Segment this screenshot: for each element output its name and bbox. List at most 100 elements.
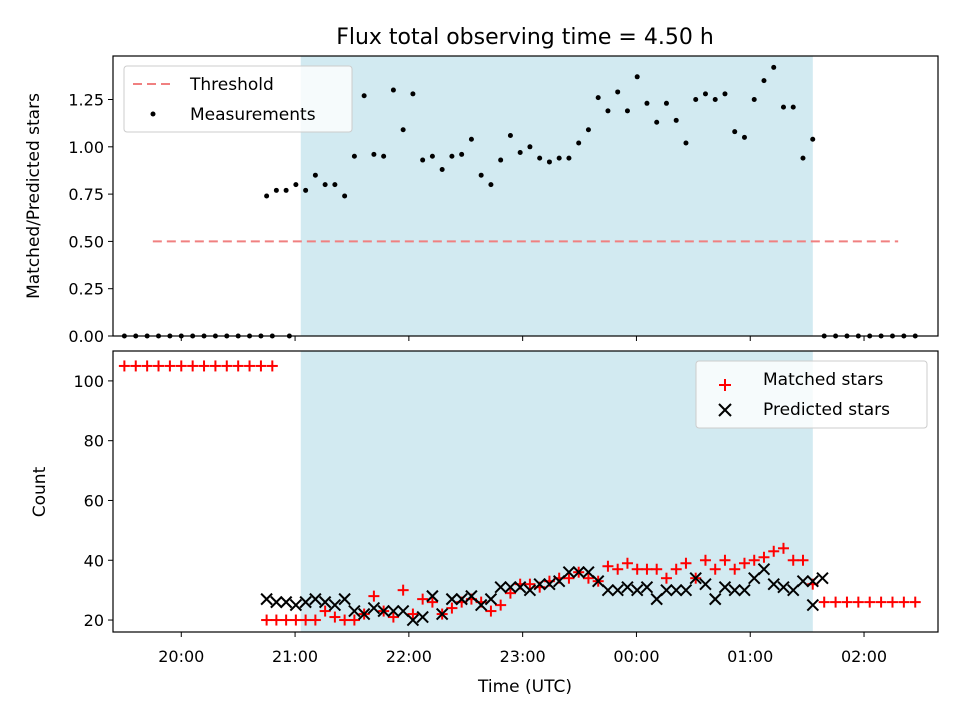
matched-star-marker	[244, 360, 256, 372]
x-tick-label: 23:00	[500, 647, 546, 666]
top-legend-box	[123, 65, 353, 133]
measurement-point	[683, 140, 689, 146]
predicted-star-marker	[787, 583, 800, 597]
y-tick-label: 1.00	[68, 138, 104, 157]
measurement-point	[771, 64, 777, 70]
y-tick-label: 0.00	[68, 327, 104, 346]
predicted-star-marker	[377, 604, 390, 618]
predicted-star-marker	[630, 583, 644, 597]
measurement-point	[439, 167, 445, 173]
predicted-star-marker	[416, 610, 429, 624]
predicted-star-marker	[465, 589, 478, 603]
measurement-point	[293, 182, 299, 188]
matched-star-marker	[397, 584, 409, 596]
legend-measurements-swatch	[150, 111, 156, 117]
matched-star-marker	[748, 554, 760, 566]
measurement-point	[615, 89, 621, 95]
matched-star-marker	[348, 614, 360, 626]
predicted-star-marker	[816, 571, 829, 585]
y-tick-label: 0.50	[68, 232, 104, 251]
matched-star-marker	[660, 572, 672, 584]
measurement-point	[624, 108, 630, 114]
matched-star-marker	[280, 614, 292, 626]
predicted-star-marker	[396, 604, 410, 618]
predicted-star-marker	[309, 592, 322, 606]
matched-star-marker	[787, 554, 799, 566]
legend-predicted-swatch	[718, 403, 732, 417]
measurement-point	[468, 136, 474, 142]
matched-star-marker	[261, 614, 273, 626]
measurement-point	[517, 149, 523, 155]
x-tick-label: 01:00	[727, 647, 773, 666]
top-x-ticks	[180, 336, 865, 341]
matched-star-marker	[300, 614, 312, 626]
measurement-point	[800, 155, 806, 161]
matched-star-marker	[130, 360, 142, 372]
predicted-star-marker	[484, 592, 498, 606]
matched-star-marker	[729, 563, 741, 575]
predicted-star-marker	[660, 583, 673, 597]
measurement-point	[381, 153, 387, 159]
matched-star-marker	[387, 611, 399, 623]
predicted-star-marker	[670, 583, 683, 597]
chart-title: Flux total observing time = 4.50 h	[336, 25, 714, 50]
measurement-point	[303, 187, 309, 193]
predicted-star-marker	[796, 574, 810, 588]
matched-star-marker	[699, 554, 711, 566]
predicted-star-marker	[279, 595, 293, 609]
matched-star-marker	[309, 614, 321, 626]
predicted-star-marker	[640, 580, 654, 594]
predicted-star-marker	[718, 580, 732, 594]
predicted-star-marker	[367, 601, 381, 615]
y-tick-label: 100	[73, 372, 104, 391]
predicted-star-marker	[435, 607, 449, 621]
predicted-star-marker	[552, 574, 566, 588]
matched-star-marker	[187, 360, 199, 372]
matched-star-marker	[417, 593, 429, 605]
matched-star-marker	[777, 542, 789, 554]
matched-star-marker	[651, 563, 663, 575]
predicted-star-marker	[387, 604, 400, 618]
measurement-point	[673, 117, 679, 123]
measurement-point	[566, 155, 572, 161]
predicted-star-marker	[601, 583, 615, 597]
measurement-point	[663, 100, 669, 106]
measurement-point	[702, 91, 708, 97]
predicted-star-marker	[270, 595, 283, 609]
predicted-star-marker	[689, 571, 702, 585]
predicted-star-marker	[318, 595, 332, 609]
matched-star-marker	[255, 360, 267, 372]
observing-window-span-top	[300, 56, 813, 336]
bottom-axes-frame	[112, 350, 939, 633]
measurement-point	[332, 182, 338, 188]
top-y-ticks: 0.00 0.25 0.50 0.75 1.00 1.25	[68, 91, 113, 346]
matched-star-marker	[738, 557, 750, 569]
predicted-star-marker	[562, 566, 576, 579]
matched-star-marker	[582, 572, 594, 584]
predicted-star-marker	[679, 583, 693, 597]
matched-star-marker	[232, 360, 244, 372]
x-tick-label: 02:00	[841, 647, 887, 666]
matched-star-marker	[175, 360, 187, 372]
matched-star-marker	[198, 360, 210, 372]
predicted-star-marker	[728, 583, 741, 597]
matched-star-marker	[153, 360, 165, 372]
predicted-star-marker	[777, 580, 790, 594]
predicted-star-marker	[572, 566, 585, 579]
bottom-y-axis-label: Count	[30, 466, 50, 517]
measurement-point	[342, 193, 348, 199]
matched-star-marker	[524, 578, 536, 590]
matched-star-marker	[329, 611, 341, 623]
x-tick-label: 00:00	[613, 647, 659, 666]
matched-star-marker	[898, 596, 910, 608]
matched-star-marker	[485, 605, 497, 617]
measurement-point	[390, 87, 396, 93]
matched-star-marker	[495, 599, 507, 611]
predicted-star-marker	[757, 563, 771, 576]
predicted-stars-points	[260, 563, 829, 627]
predicted-star-marker	[748, 571, 761, 585]
matched-star-marker	[797, 554, 809, 566]
y-tick-label: 0.75	[68, 185, 104, 204]
predicted-star-marker	[767, 577, 780, 591]
matched-star-marker	[709, 563, 721, 575]
